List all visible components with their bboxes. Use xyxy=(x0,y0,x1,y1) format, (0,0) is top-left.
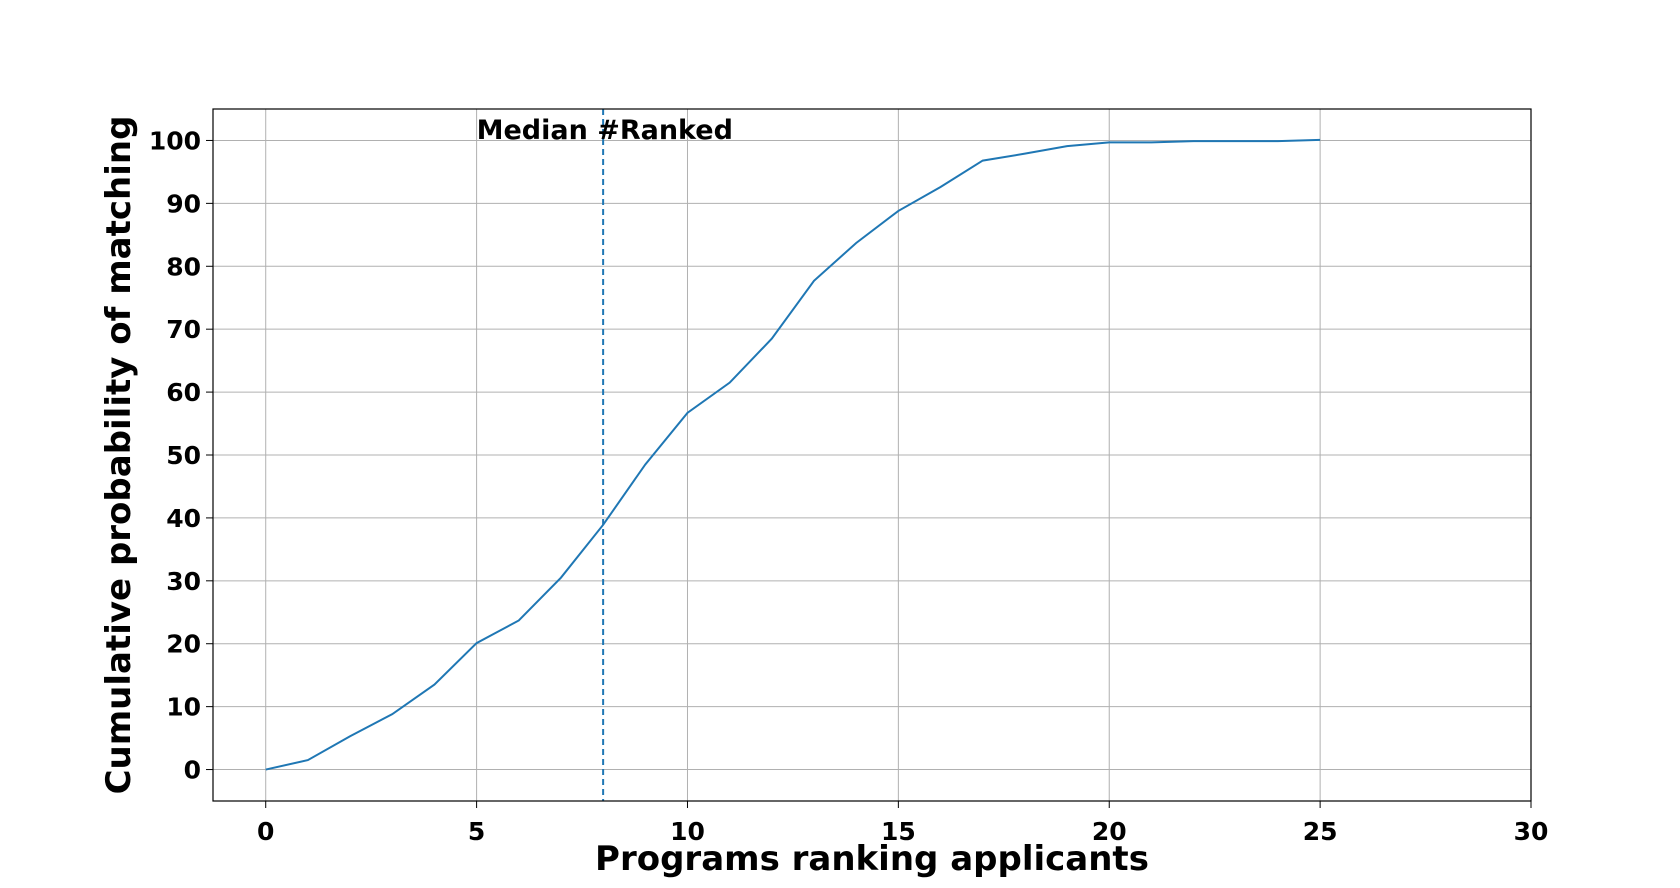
y-tick-label: 90 xyxy=(166,189,201,218)
y-tick-label: 10 xyxy=(166,693,201,722)
x-tick-label: 15 xyxy=(881,817,916,846)
y-tick-label: 70 xyxy=(166,315,201,344)
y-tick-label: 100 xyxy=(149,126,201,155)
x-tick-label: 0 xyxy=(257,817,274,846)
median-label: Median #Ranked xyxy=(477,115,733,146)
y-tick-label: 30 xyxy=(166,567,201,596)
x-axis-label: Programs ranking applicants xyxy=(595,839,1149,879)
y-tick-label: 20 xyxy=(166,630,201,659)
y-tick-label: 80 xyxy=(166,252,201,281)
x-tick-label: 20 xyxy=(1092,817,1127,846)
x-tick-label: 5 xyxy=(468,817,485,846)
x-tick-label: 25 xyxy=(1303,817,1338,846)
plot-frame xyxy=(212,108,1532,802)
y-tick-label: 60 xyxy=(166,378,201,407)
y-axis-label: Cumulative probability of matching xyxy=(99,116,139,795)
y-tick-label: 40 xyxy=(166,504,201,533)
y-tick-label: 50 xyxy=(166,441,201,470)
y-tick-label: 0 xyxy=(184,756,201,785)
data-line xyxy=(265,138,1321,771)
x-tick-label: 30 xyxy=(1514,817,1549,846)
x-tick-label: 10 xyxy=(670,817,705,846)
